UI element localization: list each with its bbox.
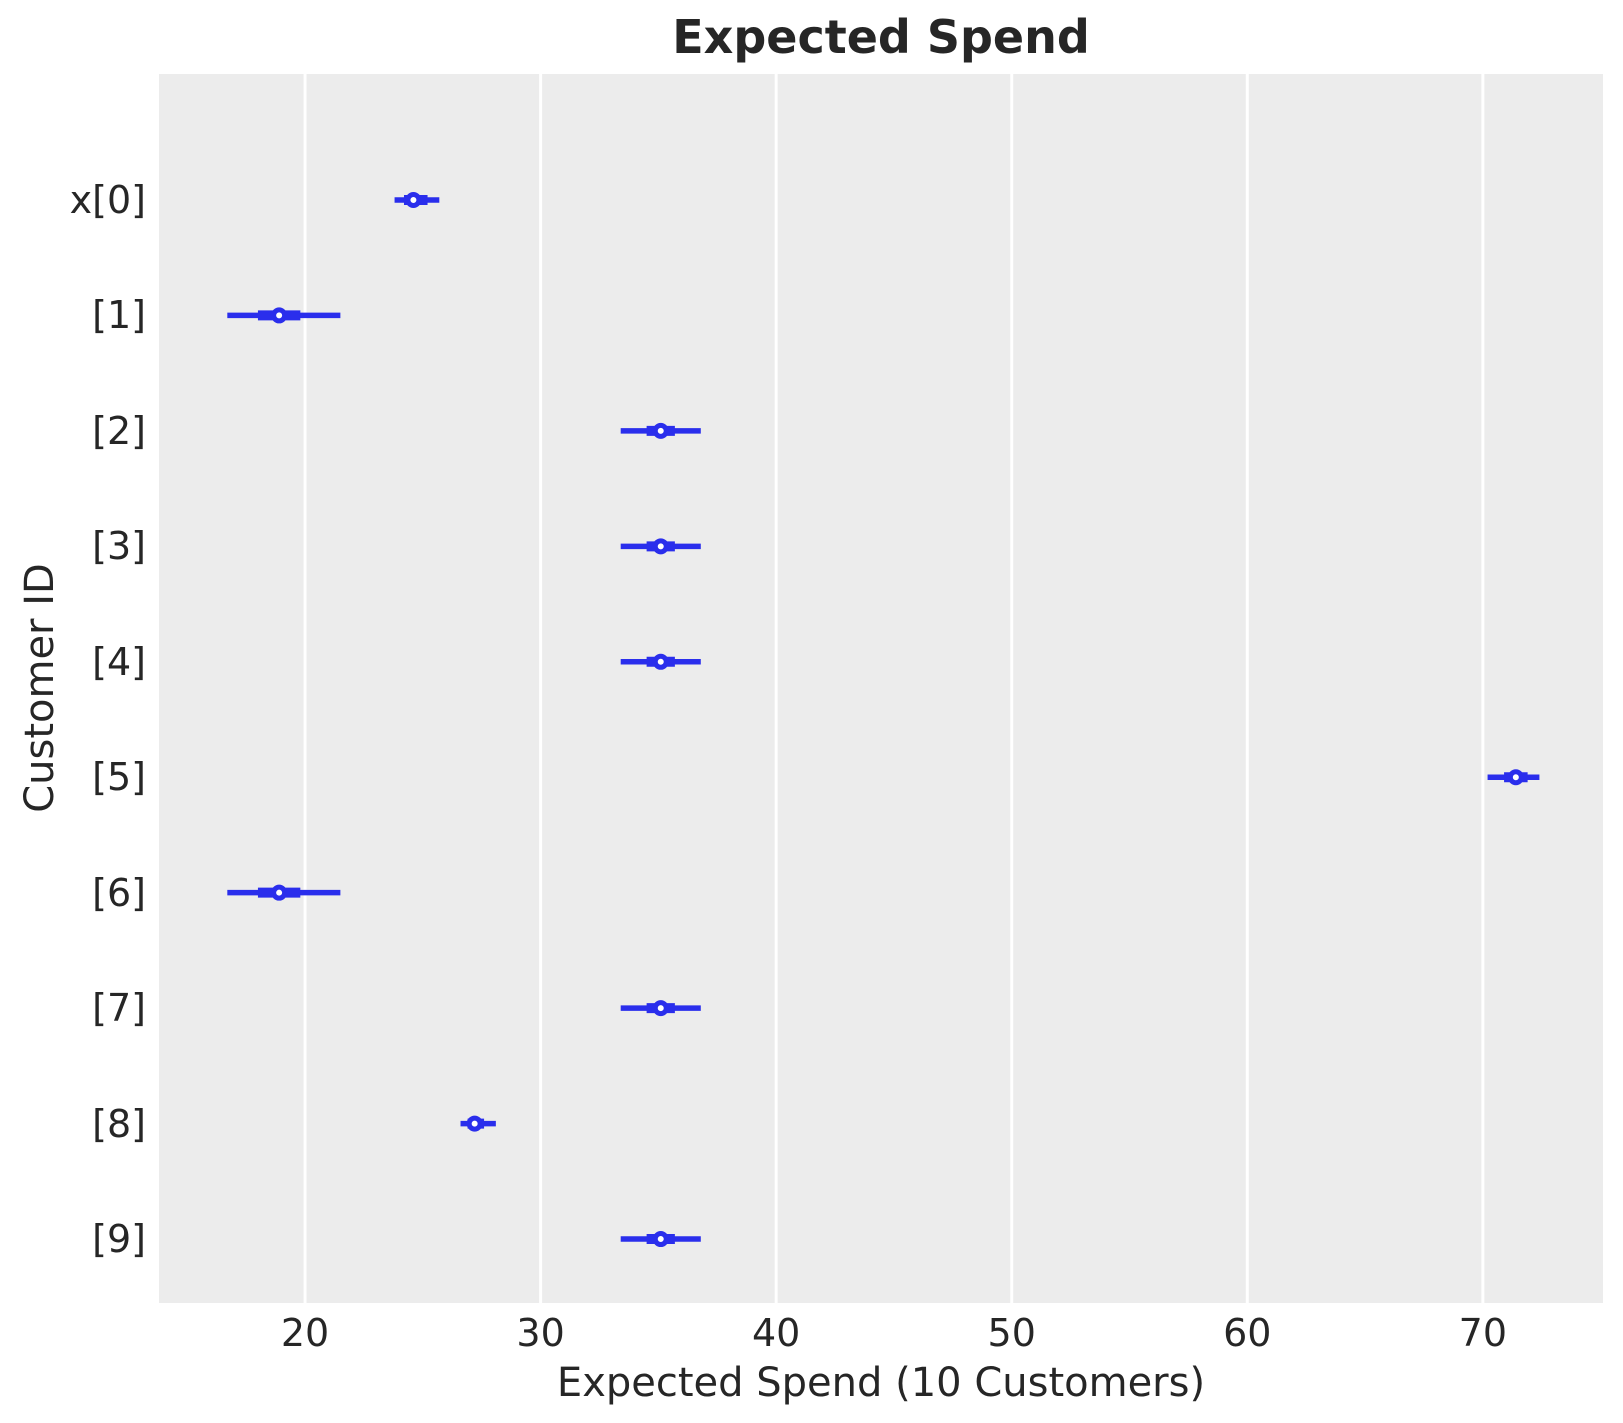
median-marker	[652, 1231, 669, 1248]
y-tick-label: [6]	[92, 870, 146, 915]
y-tick-label: [8]	[92, 1101, 146, 1146]
chart-title: Expected Spend	[672, 10, 1090, 64]
y-tick-label: [7]	[92, 986, 146, 1031]
median-marker	[652, 422, 669, 439]
median-marker	[1507, 769, 1524, 786]
y-tick-label: [9]	[92, 1217, 146, 1262]
plot-area	[159, 74, 1603, 1303]
median-marker	[271, 307, 288, 324]
median-marker	[652, 538, 669, 555]
x-axis-label: Expected Spend (10 Customers)	[556, 1360, 1206, 1406]
y-tick-label: [1]	[92, 293, 146, 338]
y-tick-label: x[0]	[69, 177, 146, 222]
x-tick-label: 40	[751, 1311, 801, 1355]
x-tick-label: 50	[987, 1311, 1036, 1355]
median-marker	[405, 191, 422, 208]
x-tick-label: 60	[1223, 1311, 1272, 1355]
y-tick-label: [2]	[92, 408, 146, 453]
median-marker	[466, 1115, 483, 1132]
x-tick-label: 30	[516, 1311, 565, 1355]
median-marker	[652, 653, 669, 670]
x-tick-label: 70	[1458, 1311, 1508, 1355]
y-tick-label: [5]	[92, 755, 146, 800]
y-tick-label: [3]	[92, 524, 146, 569]
forest-plot-canvas	[227, 74, 1540, 1303]
y-axis-label: Customer ID	[17, 563, 63, 813]
y-tick-label: [4]	[92, 639, 146, 684]
median-marker	[271, 884, 288, 901]
x-tick-label: 20	[280, 1311, 330, 1355]
median-marker	[652, 1000, 669, 1017]
